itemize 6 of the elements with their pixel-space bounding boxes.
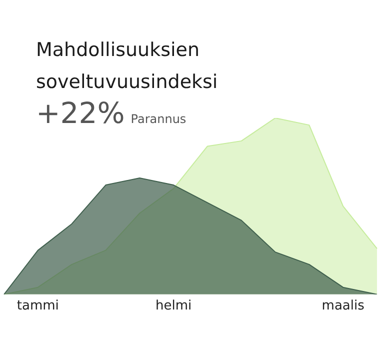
x-tick-label: helmi <box>155 298 192 314</box>
chart-title: Mahdollisuuksien soveltuvuusindeksi <box>36 39 218 93</box>
x-tick-label: maalis <box>322 298 365 314</box>
annotation: Parannus <box>130 112 186 126</box>
chart-subtitle: +22% <box>36 96 125 130</box>
x-tick-label: tammi <box>16 298 59 314</box>
